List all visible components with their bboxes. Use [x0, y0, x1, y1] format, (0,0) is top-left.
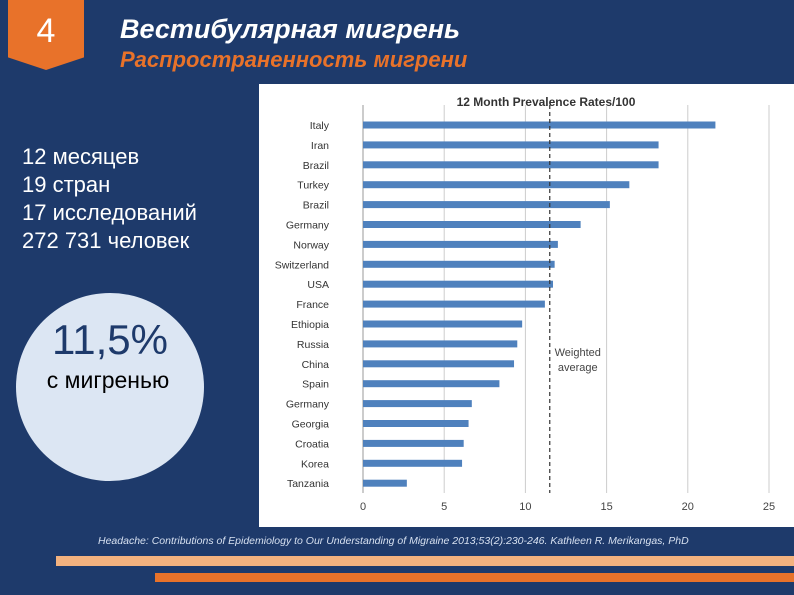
bar [363, 161, 659, 169]
slide-number-badge: 4 [8, 0, 84, 70]
bar [363, 260, 555, 268]
slide-subtitle: Распространенность мигрени [120, 47, 468, 72]
x-tick-label: 0 [360, 501, 366, 513]
category-label: Germany [286, 399, 330, 411]
x-tick-label: 25 [763, 501, 775, 513]
category-label: Switzerland [275, 259, 329, 271]
bar [363, 240, 558, 248]
bar [363, 420, 469, 427]
bar [363, 141, 659, 149]
bar [363, 439, 464, 447]
decorative-stripe-light [56, 556, 794, 566]
prevalence-value: 11,5% [52, 316, 168, 363]
weighted-average-label: Weighted [555, 347, 601, 359]
category-label: Brazil [303, 160, 329, 172]
bar [363, 181, 630, 189]
bar [363, 121, 716, 129]
bar [363, 459, 463, 467]
bar [363, 380, 500, 388]
prevalence-circle: 11,5% с мигренью [16, 293, 204, 481]
category-label: Spain [302, 379, 329, 391]
prevalence-chart: 12 Month Prevalence Rates/100 0 5 10 15 20 25 I… [259, 84, 794, 527]
x-tick-label: 5 [441, 501, 447, 513]
x-tick-label: 20 [682, 501, 694, 513]
category-label: Croatia [295, 438, 329, 450]
bar [363, 340, 518, 348]
stat-people: 272 731 человек [22, 228, 190, 253]
x-tick-label: 15 [600, 501, 612, 513]
bar [363, 280, 554, 288]
slide-title: Вестибулярная мигрень [120, 14, 461, 44]
category-label: China [302, 359, 330, 371]
category-label: Italy [310, 120, 330, 132]
category-label: USA [307, 279, 329, 291]
weighted-average-label: average [558, 362, 598, 374]
bar [363, 320, 523, 328]
bar [363, 400, 472, 408]
stat-months: 12 месяцев [22, 144, 140, 169]
study-stats: 12 месяцев 19 стран 17 исследований 272 … [22, 143, 197, 255]
decorative-stripe-dark [155, 573, 794, 582]
stat-countries: 19 стран [22, 172, 111, 197]
bar [363, 360, 515, 368]
category-label: Iran [311, 140, 329, 152]
category-label: Georgia [292, 419, 330, 431]
category-label: Tanzania [287, 478, 329, 490]
bar [363, 300, 545, 308]
citation: Headache: Contributions of Epidemiology … [98, 535, 689, 547]
category-label: Turkey [297, 180, 329, 192]
bar [363, 201, 610, 209]
category-label: Germany [286, 220, 330, 232]
prevalence-label: с мигренью [46, 367, 170, 393]
category-label: Norway [293, 239, 329, 251]
chart-canvas: 12 Month Prevalence Rates/100 0 5 10 15 20 25 I… [275, 95, 775, 513]
bar [363, 479, 407, 487]
category-label: Korea [301, 458, 329, 470]
chart-title: 12 Month Prevalence Rates/100 [457, 95, 636, 109]
category-label: France [296, 299, 329, 311]
category-label: Brazil [303, 200, 329, 212]
category-label: Russia [297, 339, 329, 351]
category-label: Ethiopia [291, 319, 329, 331]
stat-studies: 17 исследований [22, 200, 197, 225]
x-tick-label: 10 [519, 501, 531, 513]
bar [363, 221, 581, 228]
